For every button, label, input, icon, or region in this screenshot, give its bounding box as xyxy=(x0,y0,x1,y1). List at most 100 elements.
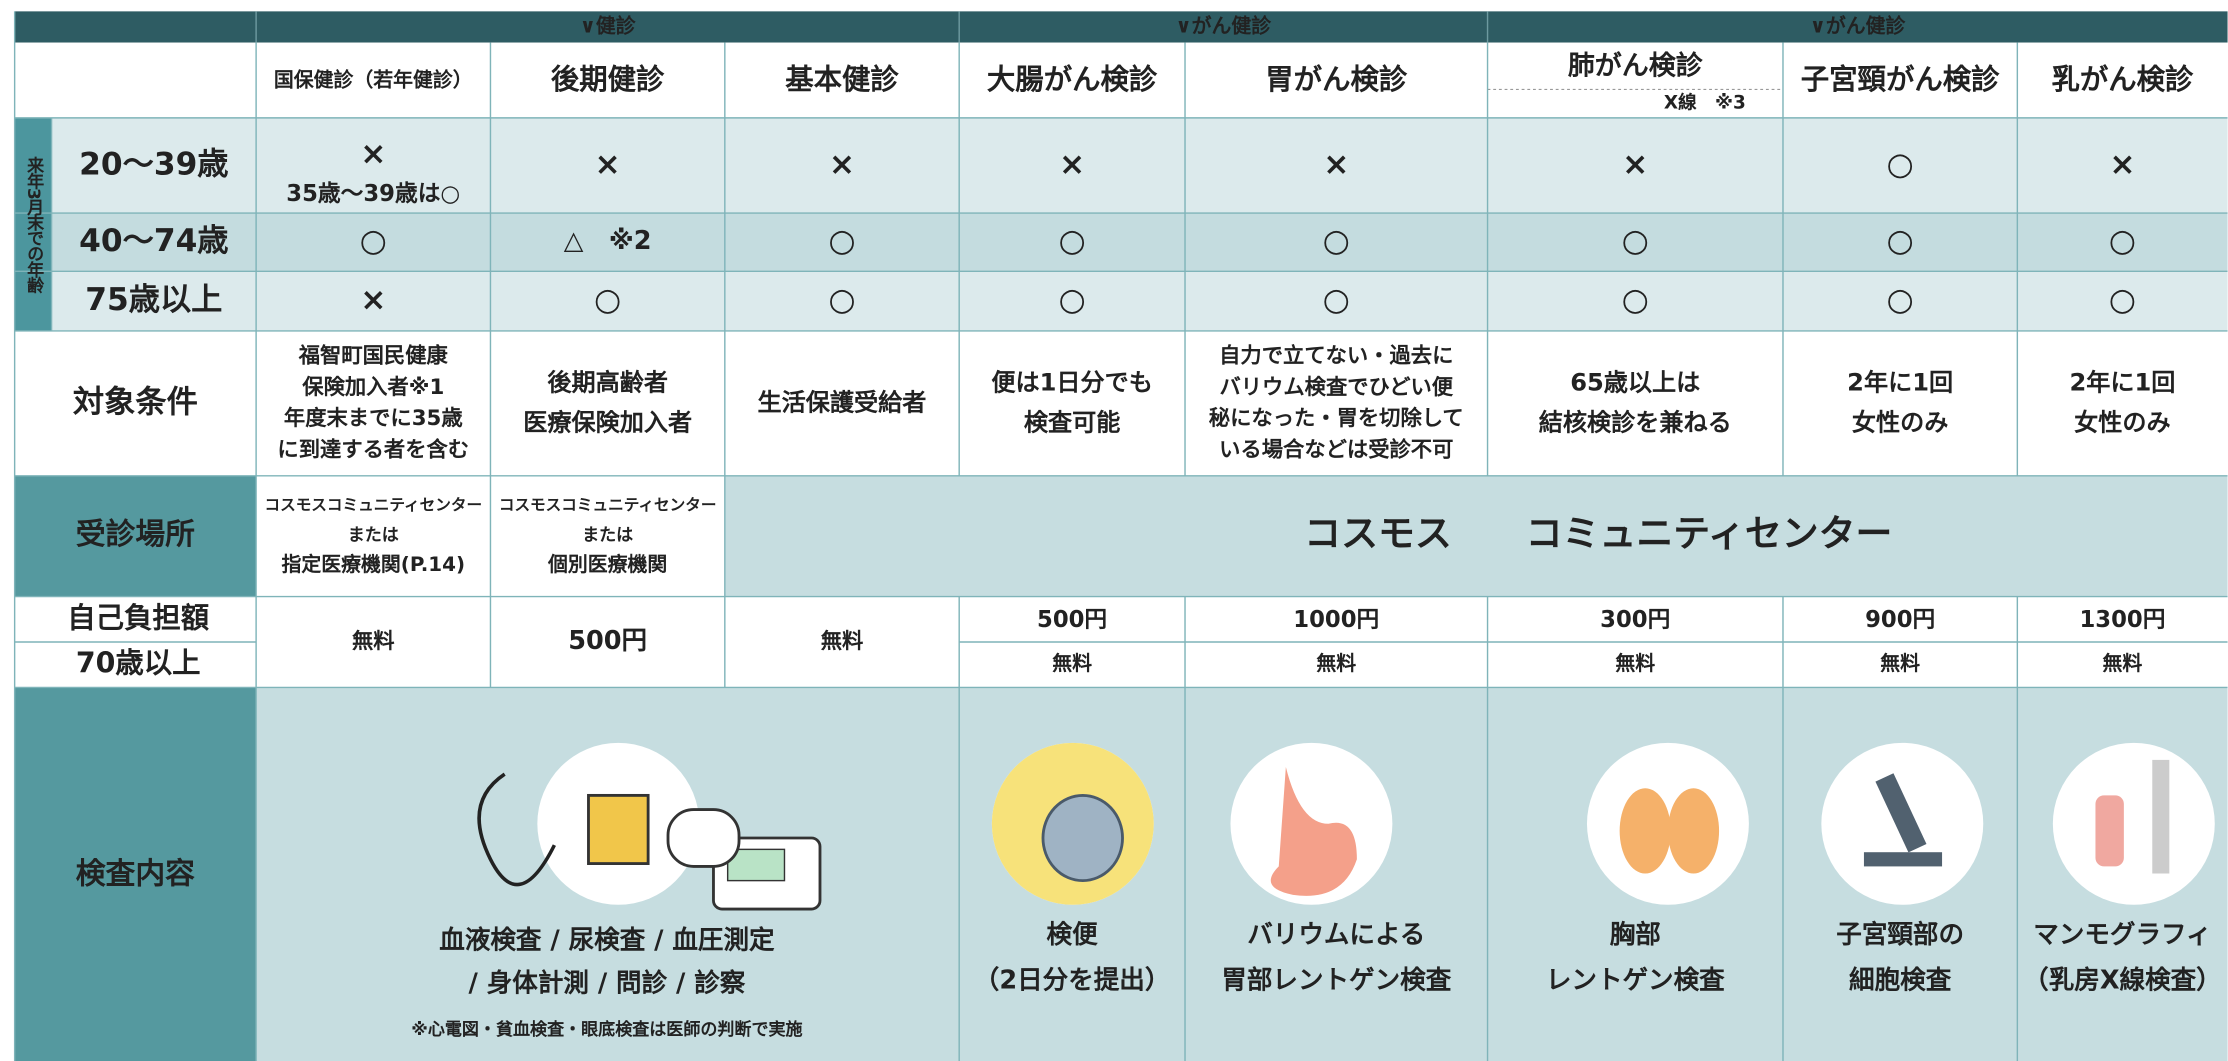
label: （2日分を提出） xyxy=(974,965,1171,995)
label: × xyxy=(1059,146,1085,182)
label: ※心電図・貧血検査・眼底検査は医師の判断で実施 xyxy=(411,1019,802,1040)
label: 1000円 xyxy=(1293,607,1379,633)
label: 個別医療機関 xyxy=(547,553,667,576)
label: ∨健診 xyxy=(580,14,637,37)
label: 1300円 xyxy=(2079,607,2165,633)
bp-screen xyxy=(726,848,786,882)
label: 基本健診 xyxy=(785,63,899,96)
label: 検査内容 xyxy=(76,856,195,891)
label: ○ xyxy=(828,223,855,259)
label: × xyxy=(2109,146,2135,182)
label: 75歳以上 xyxy=(85,282,222,318)
label: 受診場所 xyxy=(76,517,195,552)
cell-bg xyxy=(724,475,2228,597)
label: 500円 xyxy=(568,626,647,656)
label: レントゲン検査 xyxy=(1546,965,1725,995)
microscope xyxy=(1875,773,1927,853)
label: ○ xyxy=(1323,282,1350,318)
label: 自力で立てない・過去に xyxy=(1219,343,1453,369)
label: 対象条件 xyxy=(73,384,198,420)
lung-r xyxy=(1667,788,1720,874)
icon-circle xyxy=(2052,742,2215,905)
label: に到達する者を含む xyxy=(277,436,469,462)
label: 医療保険加入者 xyxy=(523,408,692,436)
label: 無料 xyxy=(352,628,395,654)
label: ○ xyxy=(594,282,621,318)
stomach xyxy=(1270,766,1357,896)
label: 900円 xyxy=(1865,607,1935,633)
label: 女性のみ xyxy=(1852,408,1949,436)
cell-bg xyxy=(14,117,52,331)
label: 70歳以上 xyxy=(76,647,201,680)
label: ○ xyxy=(360,223,387,259)
mammography xyxy=(2152,759,2170,874)
label: 無料 xyxy=(1615,652,1655,675)
label: 福智町国民健康 xyxy=(298,343,449,369)
label: 国保健診（若年健診） xyxy=(274,68,473,91)
cell-bg xyxy=(14,475,257,597)
cell-bg xyxy=(14,42,2228,118)
label: 胃部レントゲン検査 xyxy=(1221,965,1451,995)
label: ○ xyxy=(828,282,855,318)
label: いる場合などは受診不可 xyxy=(1219,436,1453,462)
cell-bg xyxy=(14,687,257,1061)
label: 大腸がん検診 xyxy=(987,63,1158,96)
label: 20～39歳 xyxy=(79,146,228,182)
label: 2年に1回 xyxy=(1847,368,1953,396)
label: ○ xyxy=(1622,282,1649,318)
label: バリウムによる xyxy=(1247,920,1425,950)
label: 子宮頸がん検診 xyxy=(1801,63,2000,96)
label: または xyxy=(348,525,399,545)
label: 無料 xyxy=(2103,652,2143,675)
label: × xyxy=(1323,146,1349,182)
label: 35歳～39歳は○ xyxy=(286,181,460,207)
microscope-base xyxy=(1863,852,1943,867)
label: 65歳以上は xyxy=(1570,368,1700,396)
label: ○ xyxy=(1887,282,1914,318)
beer xyxy=(587,793,650,865)
label: 子宮頸部の xyxy=(1836,920,1964,950)
label: ∨がん健診 xyxy=(1176,14,1273,37)
label: 秘になった・胃を切除して xyxy=(1209,405,1464,431)
label: 無料 xyxy=(1052,652,1092,675)
label: （乳房X線検査） xyxy=(2023,965,2222,995)
label: ○ xyxy=(2109,223,2136,259)
label: 300円 xyxy=(1600,607,1670,633)
lung-l xyxy=(1619,788,1671,874)
label: 女性のみ xyxy=(2074,408,2171,436)
label: ○ xyxy=(1058,223,1085,259)
label: ∨がん健診 xyxy=(1810,14,1907,37)
label: △ ※2 xyxy=(564,226,652,256)
label: 乳がん検診 xyxy=(2051,63,2194,96)
cell-bg xyxy=(14,117,2228,214)
label: × xyxy=(595,146,621,182)
label: マンモグラフィ xyxy=(2033,920,2211,950)
label: 後期健診 xyxy=(551,63,665,96)
label: × xyxy=(360,136,386,172)
label: 40～74歳 xyxy=(79,223,228,259)
label: 無料 xyxy=(1880,652,1920,675)
label: × xyxy=(1622,146,1648,182)
label: 検便 xyxy=(1047,920,1099,950)
label: 結核検診を兼ねる xyxy=(1539,408,1732,436)
label: ○ xyxy=(1887,223,1914,259)
label: 肺がん検診 xyxy=(1568,49,1704,81)
label: X線 ※3 xyxy=(1664,92,1746,114)
label: 無料 xyxy=(821,628,864,654)
label: 後期高齢者 xyxy=(547,368,668,396)
label: / 身体計測 / 問診 / 診察 xyxy=(469,968,746,998)
side-label: 来年3月末での年齢 xyxy=(23,156,45,295)
label: × xyxy=(360,282,386,318)
label: 血液検査 / 尿検査 / 血圧測定 xyxy=(439,926,775,956)
label: × xyxy=(829,146,855,182)
label: 生活保護受給者 xyxy=(758,388,927,416)
label: 指定医療機関(P.14) xyxy=(282,553,466,576)
label: 保険加入者※1 xyxy=(301,375,444,400)
label: 500円 xyxy=(1037,607,1107,633)
cell-bg xyxy=(14,11,2228,43)
label: 検査可能 xyxy=(1024,408,1121,436)
label: ○ xyxy=(1323,223,1350,259)
label: 細胞検査 xyxy=(1849,965,1952,995)
cell-bg xyxy=(14,213,2228,272)
